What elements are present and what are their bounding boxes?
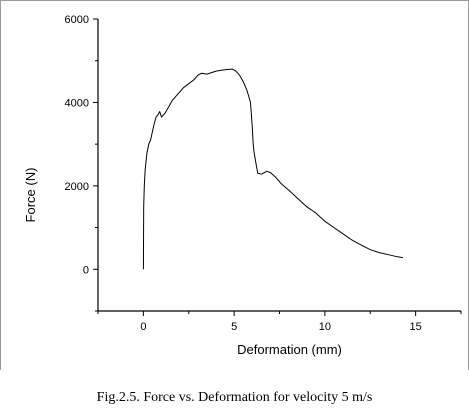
y-tick-label: 2000 (65, 181, 89, 193)
x-tick-label: 10 (319, 321, 331, 333)
axes (97, 19, 461, 312)
x-tick-label: 0 (140, 321, 146, 333)
y-axis-title: Force (N) (23, 168, 38, 223)
figure-caption: Fig.2.5. Force vs. Deformation for veloc… (96, 390, 373, 405)
x-axis-title: Deformation (mm) (237, 342, 342, 357)
axis-ticks: 0 2000 4000 6000 0 5 10 15 (65, 14, 462, 333)
y-tick-label: 4000 (65, 97, 89, 109)
x-tick-label: 15 (410, 321, 422, 333)
y-tick-label: 0 (83, 264, 89, 276)
series-group (142, 68, 403, 270)
x-tick-label: 5 (231, 321, 237, 333)
force-curve-line (142, 68, 403, 270)
chart-frame: 0 2000 4000 6000 0 5 10 15 Deformation (mm) For… (0, 0, 469, 370)
force-deformation-chart: 0 2000 4000 6000 0 5 10 15 Deformation (mm) For… (23, 14, 462, 357)
y-tick-label: 6000 (65, 14, 89, 26)
